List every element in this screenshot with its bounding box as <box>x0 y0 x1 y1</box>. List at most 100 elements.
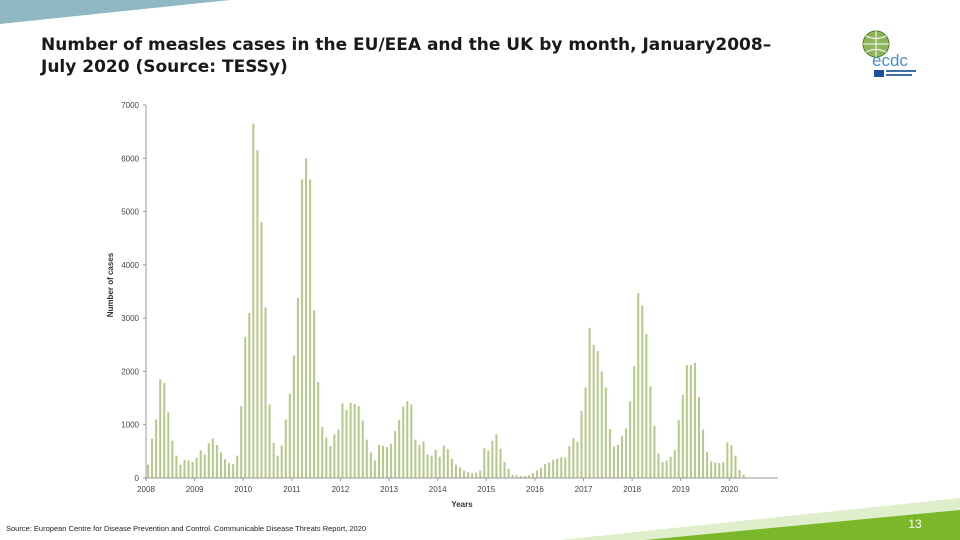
bar <box>325 437 328 478</box>
bar <box>673 450 676 478</box>
bar <box>195 457 198 478</box>
bar <box>288 393 291 478</box>
bar <box>240 406 243 478</box>
y-axis-title-group: Number of cases <box>106 252 115 317</box>
bar <box>223 459 227 478</box>
bar <box>179 464 182 478</box>
bar <box>714 462 717 478</box>
bar <box>604 387 607 478</box>
bar <box>434 449 437 478</box>
bar <box>742 474 745 478</box>
bar <box>228 463 231 478</box>
slide-title-line-2: July 2020 (Source: TESSy) <box>41 57 288 77</box>
bar <box>394 431 397 478</box>
x-tick-label: 2019 <box>672 485 690 494</box>
bar <box>625 428 628 478</box>
x-tick-label: 2020 <box>720 485 738 494</box>
bar <box>572 438 575 478</box>
bar <box>548 462 551 478</box>
bar <box>693 362 696 478</box>
bar <box>252 123 255 479</box>
bar <box>215 444 218 478</box>
bar <box>653 425 656 478</box>
bar <box>475 472 478 478</box>
bar <box>539 467 543 478</box>
bar <box>418 444 421 478</box>
bar <box>232 464 235 478</box>
bar <box>584 387 587 478</box>
bar <box>199 450 202 478</box>
bar <box>629 401 632 478</box>
bar <box>661 462 664 478</box>
bar <box>236 455 239 478</box>
x-tick-label: 2009 <box>186 485 204 494</box>
bar <box>203 454 206 478</box>
bar <box>357 406 360 478</box>
bar <box>491 440 494 478</box>
bar <box>398 419 401 478</box>
bar <box>305 158 308 478</box>
bar <box>454 464 457 478</box>
logo-wordmark: ecdc <box>872 51 908 70</box>
bar <box>483 448 486 478</box>
bar <box>373 460 376 478</box>
bar <box>592 344 595 478</box>
x-tick-label: 2010 <box>234 485 252 494</box>
bar <box>580 410 583 478</box>
bar <box>600 371 603 478</box>
bar <box>560 457 563 478</box>
x-axis-title: Years <box>451 500 473 509</box>
bar <box>458 467 461 478</box>
bar <box>535 470 538 478</box>
bar <box>527 475 530 478</box>
bar <box>467 472 470 478</box>
bar <box>677 419 680 478</box>
bar <box>159 379 162 478</box>
bar <box>147 464 150 478</box>
bar <box>730 444 733 478</box>
bar <box>422 441 425 478</box>
bar <box>552 459 555 478</box>
bar <box>487 450 490 478</box>
bar <box>175 455 178 478</box>
bar <box>414 439 417 478</box>
bar <box>365 439 368 478</box>
bar <box>511 474 514 478</box>
bar <box>568 446 571 478</box>
bar <box>657 453 660 478</box>
x-tick-label: 2011 <box>283 485 301 494</box>
bar <box>151 438 154 478</box>
bar <box>264 307 267 478</box>
bar <box>702 429 705 478</box>
x-tick-label: 2008 <box>137 485 155 494</box>
y-tick-label: 6000 <box>121 154 139 163</box>
bar <box>219 452 222 478</box>
bar <box>649 386 652 478</box>
source-note: Source: European Centre for Disease Prev… <box>6 524 367 533</box>
bar <box>361 420 364 478</box>
bar <box>718 463 721 478</box>
y-tick-label: 5000 <box>121 208 139 217</box>
bar <box>369 452 372 478</box>
y-tick-label: 3000 <box>121 314 139 323</box>
bar <box>685 365 688 478</box>
bar <box>515 475 518 478</box>
bar <box>633 366 636 478</box>
bar <box>211 438 214 478</box>
bar <box>645 334 648 478</box>
bar <box>471 473 474 478</box>
bar <box>244 336 247 478</box>
bar <box>353 403 356 478</box>
bar <box>284 419 287 478</box>
y-tick-label: 7000 <box>121 101 139 110</box>
bar <box>726 442 729 478</box>
bar <box>479 470 482 478</box>
slide-title: Number of measles cases in the EU/EEA an… <box>41 34 841 78</box>
bar <box>596 351 599 478</box>
bar <box>313 310 316 478</box>
bar <box>738 470 741 478</box>
bar <box>276 455 279 478</box>
bar <box>637 293 640 478</box>
bar <box>665 460 668 478</box>
bar <box>689 365 692 478</box>
